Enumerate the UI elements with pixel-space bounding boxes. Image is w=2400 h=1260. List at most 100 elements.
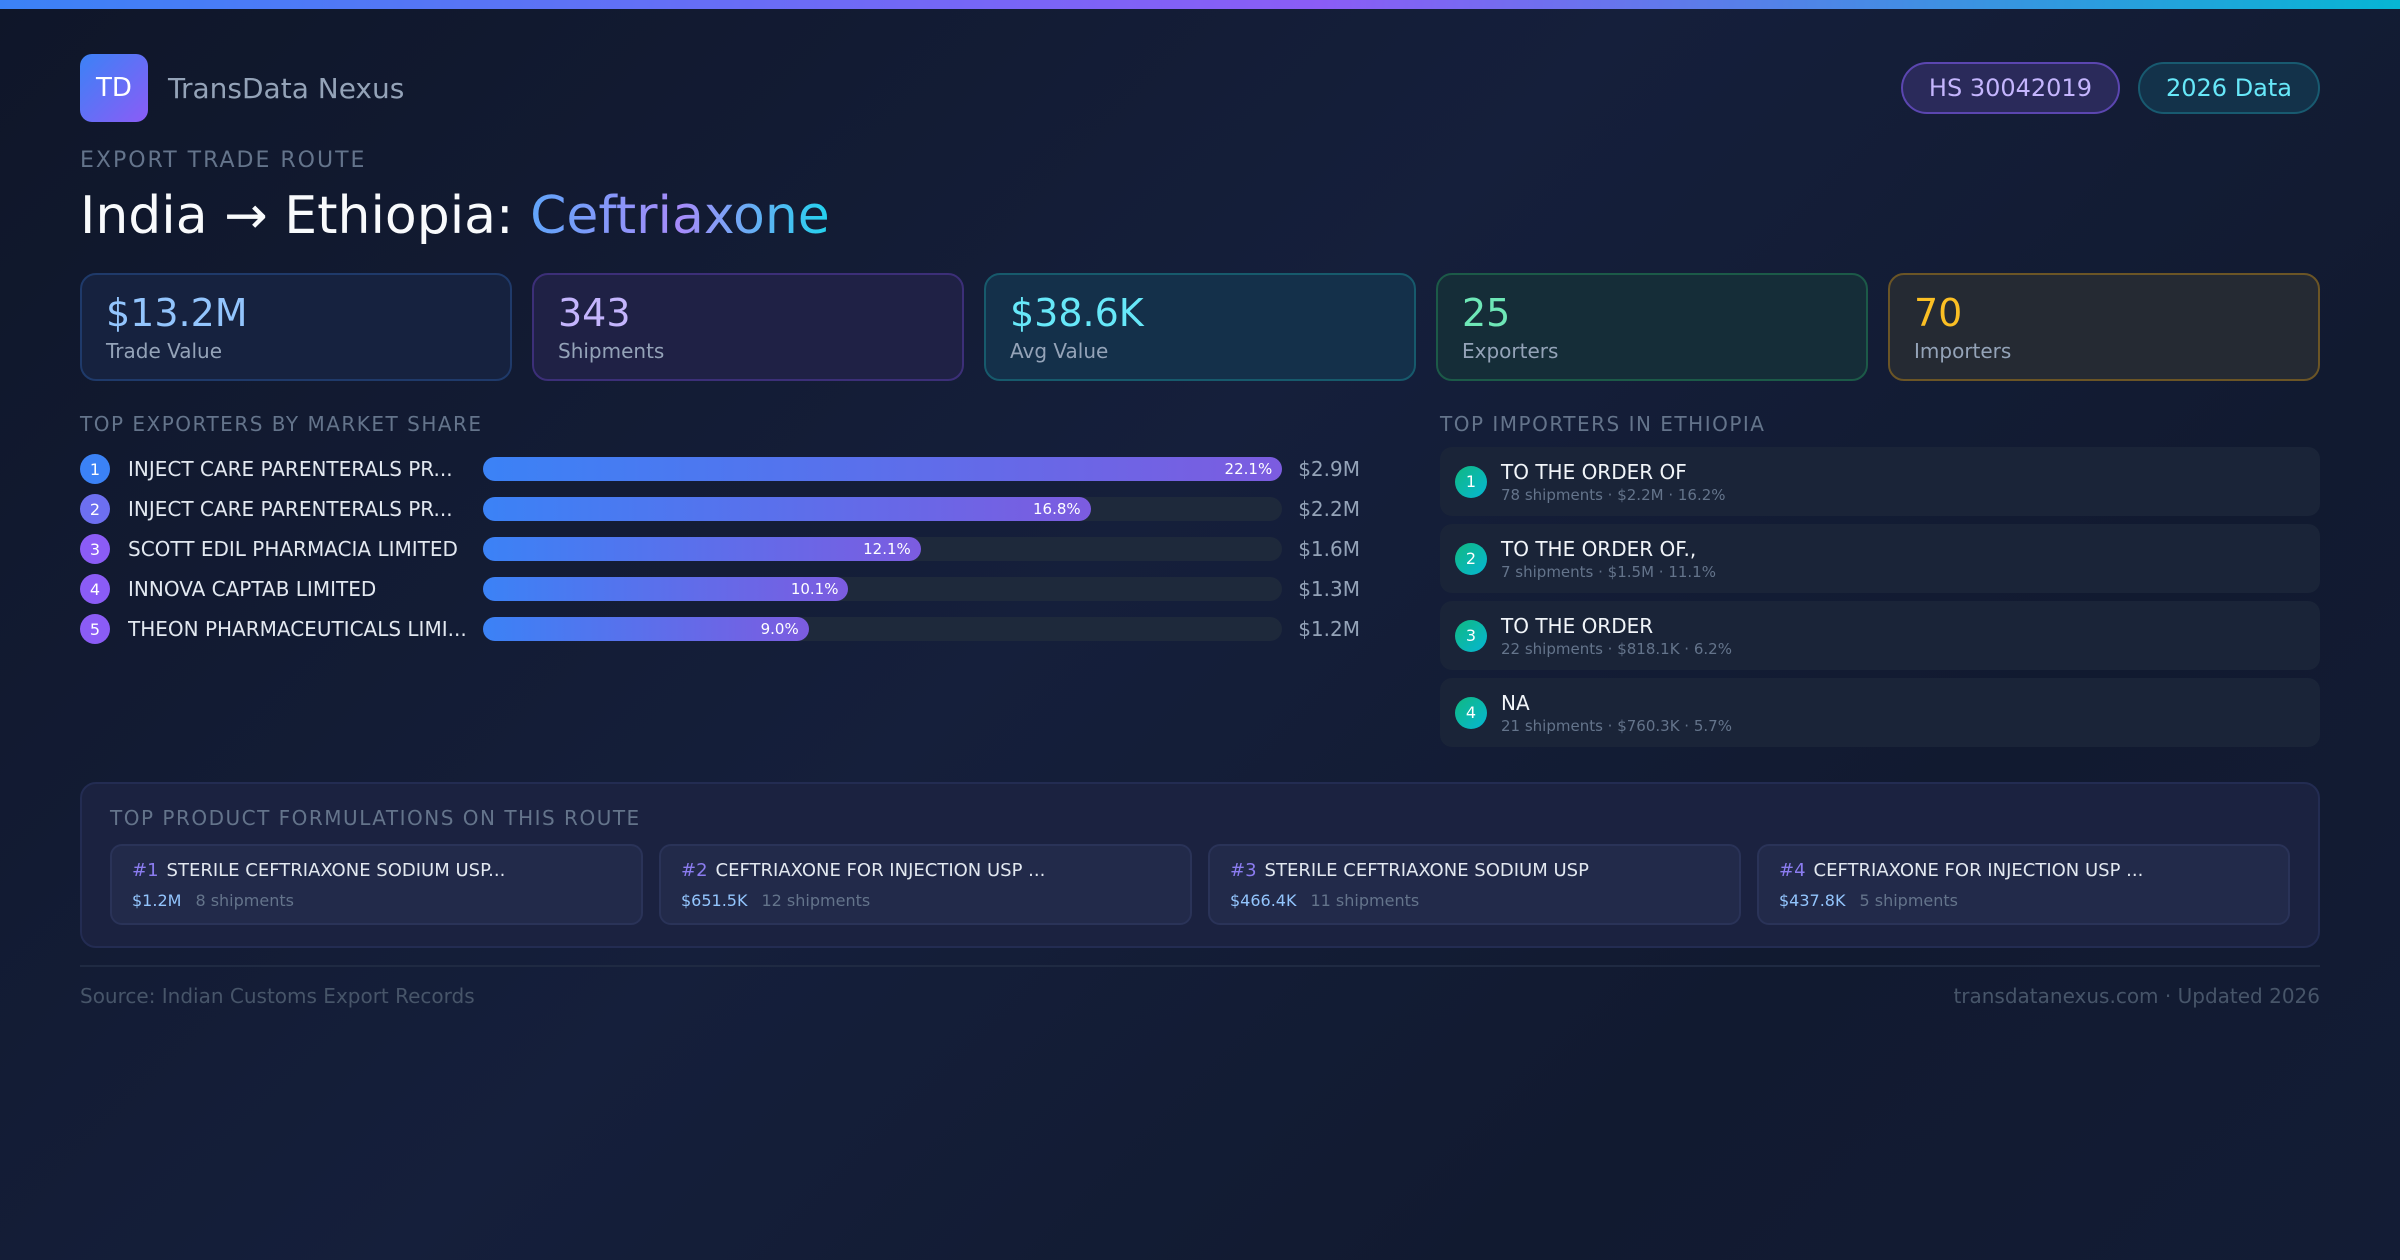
exporter-value: $1.6M [1298, 537, 1360, 561]
stat-importers: 70 Importers [1888, 273, 2320, 381]
stat-value: 25 [1462, 291, 1511, 335]
rank-badge: 1 [80, 454, 110, 484]
exporter-value: $2.2M [1298, 497, 1360, 521]
importer-meta: 21 shipments · $760.3K · 5.7% [1501, 716, 1732, 735]
rank-badge: 3 [80, 534, 110, 564]
importer-row[interactable]: 3 TO THE ORDER 22 shipments · $818.1K · … [1440, 601, 2320, 670]
exporter-value: $1.2M [1298, 617, 1360, 641]
rank-badge: 4 [1455, 696, 1487, 729]
share-bar-track: 12.1% [483, 537, 1283, 561]
exporter-row[interactable]: 5 THEON PHARMACEUTICALS LIMI... 9.0% $1.… [80, 609, 1360, 649]
formulation-shipments: 5 shipments [1859, 891, 1959, 910]
footer-source: Source: Indian Customs Export Records [80, 984, 475, 1008]
formulation-name: CEFTRIAXONE FOR INJECTION USP ... [715, 860, 1046, 881]
exporter-row[interactable]: 4 INNOVA CAPTAB LIMITED 10.1% $1.3M [80, 569, 1360, 609]
exporter-name: SCOTT EDIL PHARMACIA LIMITED [128, 537, 458, 561]
formulation-value: $1.2M [132, 891, 182, 910]
share-bar-track: 10.1% [483, 577, 1283, 601]
footer-site[interactable]: transdatanexus.com · Updated 2026 [1953, 984, 2320, 1008]
header: TD TransData Nexus HS 30042019 2026 Data [80, 54, 2320, 122]
exporter-value: $1.3M [1298, 577, 1360, 601]
importer-row[interactable]: 2 TO THE ORDER OF., 7 shipments · $1.5M … [1440, 524, 2320, 593]
importer-name: TO THE ORDER [1501, 613, 1654, 638]
exporter-row[interactable]: 1 INJECT CARE PARENTERALS PR... 22.1% $2… [80, 449, 1360, 489]
formulation-card[interactable]: #3 STERILE CEFTRIAXONE SODIUM USP $466.4K… [1208, 844, 1741, 925]
stats-row: $13.2M Trade Value 343 Shipments $38.6K Avg… [80, 273, 2320, 381]
formulation-value: $651.5K [681, 891, 748, 910]
share-bar-track: 16.8% [483, 497, 1283, 521]
share-bar-fill: 9.0% [483, 617, 809, 641]
section-title: TOP EXPORTERS BY MARKET SHARE [80, 412, 483, 436]
exporter-row[interactable]: 3 SCOTT EDIL PHARMACIA LIMITED 12.1% $1.… [80, 529, 1360, 569]
section-title: TOP PRODUCT FORMULATIONS ON THIS ROUTE [110, 806, 641, 830]
stat-avg-value: $38.6K Avg Value [984, 273, 1416, 381]
formulation-value: $437.8K [1779, 891, 1846, 910]
importer-row[interactable]: 4 NA 21 shipments · $760.3K · 5.7% [1440, 678, 2320, 747]
section-title: TOP IMPORTERS IN ETHIOPIA [1440, 412, 1766, 436]
year-badge: 2026 Data [2137, 62, 2320, 114]
rank-badge: 5 [80, 614, 110, 644]
importer-meta: 7 shipments · $1.5M · 11.1% [1501, 562, 1716, 581]
page-title: India → Ethiopia: Ceftriaxone [80, 186, 830, 246]
formulation-card[interactable]: #1 STERILE CEFTRIAXONE SODIUM USP... $1.2… [110, 844, 643, 925]
exporter-value: $2.9M [1298, 457, 1360, 481]
top-exporters-section: TOP EXPORTERS BY MARKET SHARE 1 INJECT C… [80, 412, 1360, 649]
rank-badge: 2 [80, 494, 110, 524]
stat-shipments: 343 Shipments [532, 273, 964, 381]
share-label: 12.1% [863, 540, 911, 558]
share-bar-fill: 16.8% [483, 497, 1091, 521]
share-label: 9.0% [760, 620, 799, 638]
route-text: India → Ethiopia: [80, 186, 514, 246]
rank-badge: 1 [1455, 465, 1487, 498]
share-label: 10.1% [790, 580, 839, 598]
product-name: Ceftriaxone [530, 186, 830, 246]
exporter-name: THEON PHARMACEUTICALS LIMI... [128, 617, 467, 641]
stat-value: $13.2M [106, 291, 248, 335]
exporter-name: INJECT CARE PARENTERALS PR... [128, 497, 453, 521]
stat-exporters: 25 Exporters [1436, 273, 1868, 381]
stat-label: Trade Value [106, 339, 223, 363]
formulation-shipments: 11 shipments [1310, 891, 1420, 910]
rank-badge: 2 [1455, 542, 1487, 575]
share-bar-track: 9.0% [483, 617, 1283, 641]
formulation-name: STERILE CEFTRIAXONE SODIUM USP [1264, 860, 1589, 881]
importer-meta: 22 shipments · $818.1K · 6.2% [1501, 639, 1732, 658]
formulation-card[interactable]: #4 CEFTRIAXONE FOR INJECTION USP ... $437… [1757, 844, 2290, 925]
importer-name: TO THE ORDER OF [1501, 459, 1687, 484]
stat-label: Exporters [1462, 339, 1559, 363]
formulation-value: $466.4K [1230, 891, 1297, 910]
formulation-rank: #1 [132, 860, 159, 881]
share-label: 22.1% [1224, 460, 1273, 478]
share-bar-fill: 22.1% [483, 457, 1283, 481]
rank-badge: 4 [80, 574, 110, 604]
hs-code-badge: HS 30042019 [1900, 62, 2120, 114]
formulation-shipments: 12 shipments [761, 891, 871, 910]
exporter-name: INJECT CARE PARENTERALS PR... [128, 457, 453, 481]
formulation-name: CEFTRIAXONE FOR INJECTION USP ... [1813, 860, 2144, 881]
importer-row[interactable]: 1 TO THE ORDER OF 78 shipments · $2.2M ·… [1440, 447, 2320, 516]
exporter-row[interactable]: 2 INJECT CARE PARENTERALS PR... 16.8% $2… [80, 489, 1360, 529]
exporter-name: INNOVA CAPTAB LIMITED [128, 577, 377, 601]
importer-name: NA [1501, 690, 1530, 715]
logo[interactable]: TD [80, 54, 148, 122]
formulation-rank: #2 [681, 860, 708, 881]
formulation-card[interactable]: #2 CEFTRIAXONE FOR INJECTION USP ... $651… [659, 844, 1192, 925]
brand-name[interactable]: TransData Nexus [168, 71, 405, 105]
top-accent-bar [0, 0, 2400, 9]
formulation-rank: #3 [1230, 860, 1257, 881]
stat-value: $38.6K [1010, 291, 1144, 335]
rank-badge: 3 [1455, 619, 1487, 652]
share-label: 16.8% [1032, 500, 1081, 518]
formulation-name: STERILE CEFTRIAXONE SODIUM USP... [166, 860, 506, 881]
page-eyebrow: EXPORT TRADE ROUTE [80, 148, 367, 173]
top-importers-section: TOP IMPORTERS IN ETHIOPIA 1 TO THE ORDER… [1440, 412, 2320, 747]
stat-label: Importers [1914, 339, 2012, 363]
formulations-panel: TOP PRODUCT FORMULATIONS ON THIS ROUTE #… [80, 782, 2320, 948]
share-bar-fill: 10.1% [483, 577, 849, 601]
footer-divider [80, 965, 2320, 967]
stat-label: Avg Value [1010, 339, 1109, 363]
stat-value: 70 [1914, 291, 1963, 335]
formulation-rank: #4 [1779, 860, 1806, 881]
importer-name: TO THE ORDER OF., [1501, 536, 1697, 561]
formulation-shipments: 8 shipments [195, 891, 294, 910]
